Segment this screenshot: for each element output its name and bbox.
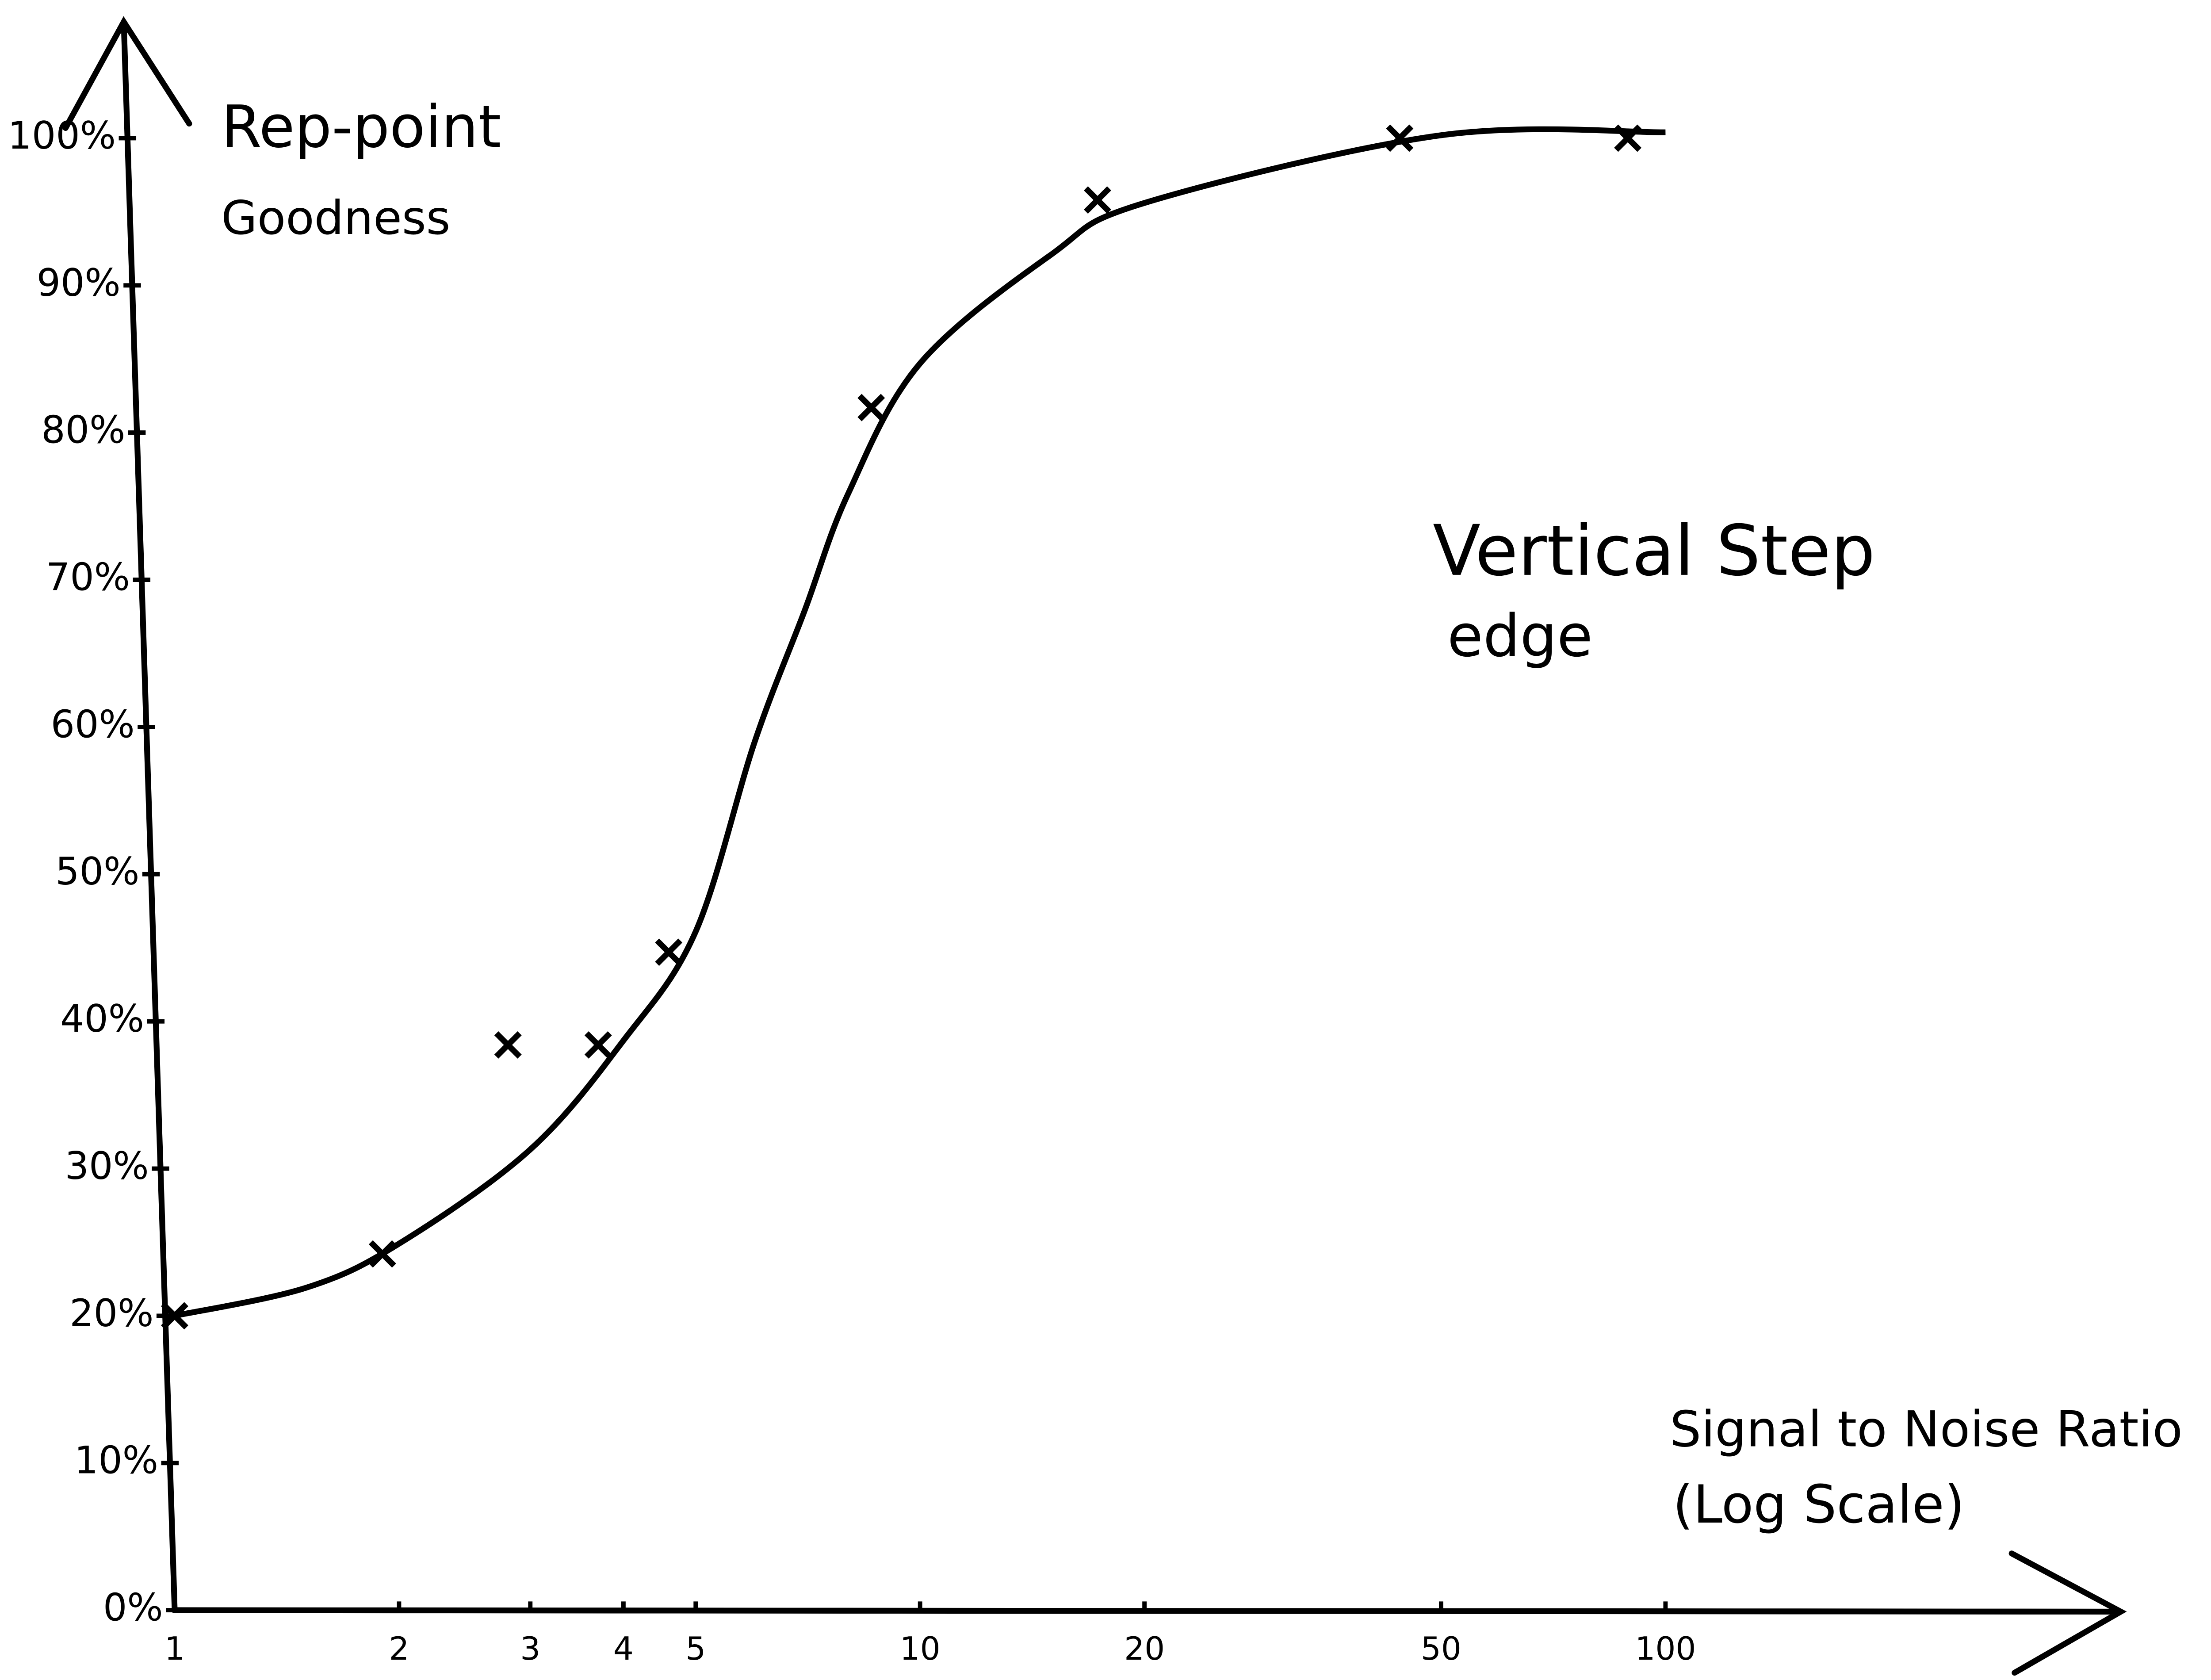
y-tick-label: 90% (37, 261, 121, 305)
x-tick-label: 100 (1635, 1630, 1696, 1668)
y-tick-label: 0% (103, 1586, 163, 1630)
data-point (655, 938, 683, 966)
x-tick-label: 3 (520, 1630, 540, 1668)
x-tick-label: 2 (389, 1630, 409, 1668)
y-tick-label: 10% (74, 1439, 158, 1483)
y-tick-label: 60% (51, 703, 135, 746)
y-tick-label: 50% (55, 850, 139, 894)
y-tick-label: 20% (69, 1292, 153, 1336)
x-axis (172, 1550, 2127, 1676)
x-tick-label: 5 (685, 1630, 706, 1668)
x-axis-label: (Log Scale) (1673, 1474, 1965, 1535)
data-point (857, 394, 885, 421)
y-axis-label: Rep-point (221, 93, 501, 161)
x-tick-label: 50 (1421, 1630, 1461, 1668)
data-point (584, 1031, 612, 1059)
x-tick-label: 10 (900, 1630, 941, 1668)
y-tick-label: 100% (8, 114, 116, 158)
annotation: edge (1447, 602, 1593, 670)
x-tick-label: 1 (164, 1630, 185, 1668)
y-axis-label: Goodness (221, 191, 450, 245)
data-point (494, 1031, 522, 1059)
annotation: Vertical Step (1433, 510, 1875, 592)
x-tick-label: 20 (1124, 1630, 1165, 1668)
y-tick-label: 40% (60, 997, 144, 1041)
y-tick-label: 80% (41, 409, 125, 452)
fit-curve (174, 126, 1666, 1319)
y-tick-label: 30% (65, 1144, 149, 1188)
x-axis-label: Signal to Noise Ratio (1670, 1401, 2183, 1458)
y-tick-label: 70% (46, 555, 130, 599)
y-axis (62, 16, 192, 1613)
data-point (1084, 186, 1111, 214)
x-tick-label: 4 (613, 1630, 634, 1668)
